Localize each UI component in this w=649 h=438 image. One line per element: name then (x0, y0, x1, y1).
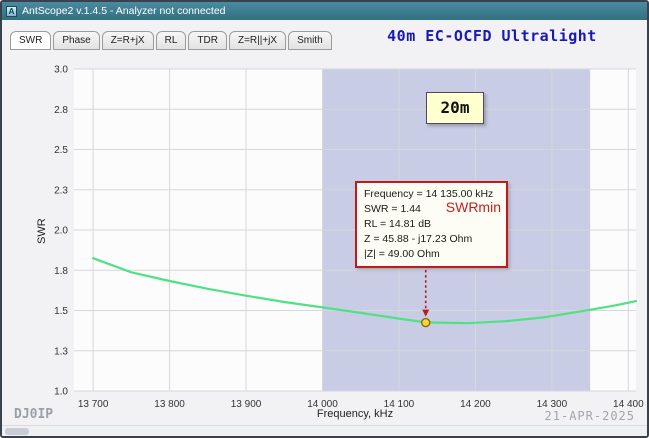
x-tick-label: 14 000 (307, 399, 338, 410)
tab-rl[interactable]: RL (155, 31, 187, 50)
date-label: 21-APR-2025 (544, 409, 635, 423)
tab-z-r-jx[interactable]: Z=R+jX (101, 31, 154, 50)
x-tick-label: 13 700 (78, 399, 109, 410)
tab-phase[interactable]: Phase (53, 31, 100, 50)
horizontal-scrollbar-track[interactable] (2, 425, 647, 436)
callsign-label: DJ0IP (14, 407, 54, 422)
y-tick-label: 1.3 (54, 346, 68, 357)
horizontal-scrollbar-thumb[interactable] (5, 428, 29, 435)
swrmin-label: SWRmin (445, 199, 501, 215)
app-icon: A (6, 5, 17, 17)
info-line-zmag: |Z| = 49.00 Ohm (364, 248, 440, 260)
y-tick-label: 2.5 (54, 145, 68, 156)
band-label-20m: 20m (426, 92, 484, 124)
tab-bar: SWR Phase Z=R+jX RL TDR Z=R||+jX Smith (10, 31, 334, 50)
info-line-rl: RL = 14.81 dB (364, 218, 432, 230)
info-line-swr: SWR = 1.44 (364, 203, 421, 215)
titlebar[interactable]: A AntScope2 v.1.4.5 - Analyzer not conne… (2, 2, 647, 20)
info-line-frequency: Frequency = 14 135.00 kHz (364, 188, 494, 200)
swr-curve (91, 257, 638, 325)
y-tick-label: 2.0 (54, 226, 68, 237)
y-tick-label: 3.0 (54, 65, 68, 76)
y-tick-label: 1.0 (54, 387, 68, 398)
chart-heading: 40m EC-OCFD Ultralight (387, 27, 597, 45)
x-tick-label: 14 300 (537, 399, 568, 410)
x-tick-label: 14 100 (384, 399, 415, 410)
tab-swr[interactable]: SWR (10, 31, 52, 50)
swr-min-marker[interactable] (421, 317, 431, 328)
x-tick-label: 14 200 (460, 399, 491, 410)
y-tick-label: 1.8 (54, 266, 68, 277)
tab-z-par-jx[interactable]: Z=R||+jX (228, 31, 287, 50)
x-tick-label: 13 800 (154, 399, 185, 410)
marker-info-box: Frequency = 14 135.00 kHz SWR = 1.44 RL … (355, 181, 508, 268)
y-axis-label: SWR (36, 218, 48, 244)
y-tick-label: 2.8 (54, 105, 68, 116)
tab-tdr[interactable]: TDR (188, 31, 227, 50)
window-title: AntScope2 v.1.4.5 - Analyzer not connect… (22, 5, 226, 17)
y-tick-label: 1.5 (54, 306, 68, 317)
info-line-z: Z = 45.88 - j17.23 Ohm (364, 233, 473, 245)
x-tick-label: 13 900 (231, 399, 262, 410)
y-tick-label: 2.3 (54, 185, 68, 196)
marker-arrowhead (422, 309, 430, 317)
x-tick-label: 14 400 (613, 399, 644, 410)
tab-smith[interactable]: Smith (288, 31, 332, 50)
x-axis-label: Frequency, kHz (316, 408, 394, 420)
